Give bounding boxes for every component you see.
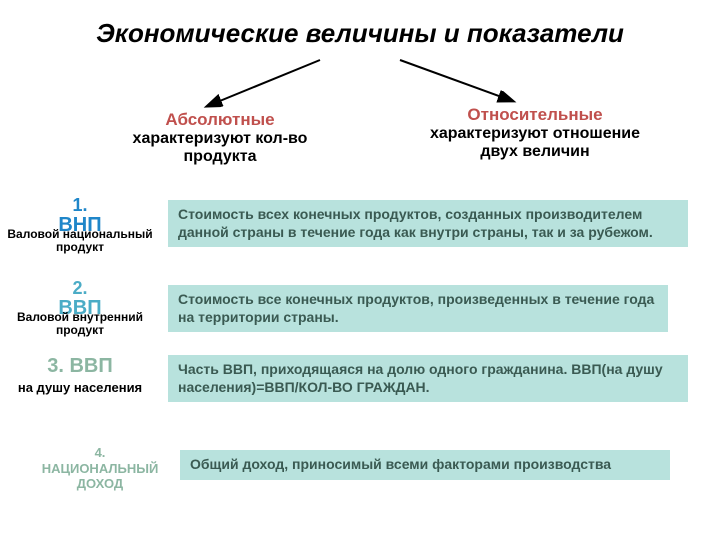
term-vnp: 1. ВНП Валовой национальный продукт <box>0 195 160 254</box>
desc-vvp-percapita: Часть ВВП, приходящаяся на долю одного г… <box>168 355 688 402</box>
term-vnp-full: Валовой национальный продукт <box>0 228 160 254</box>
term-vvp-percapita-num: 3. ВВП <box>0 355 160 378</box>
term-vvp-full: Валовой внутренний продукт <box>0 311 160 337</box>
desc-vnp: Стоимость всех конечных продуктов, созда… <box>168 200 688 247</box>
term-ni-line2: НАЦИОНАЛЬНЫЙ <box>20 461 180 477</box>
desc-vvp: Стоимость все конечных продуктов, произв… <box>168 285 668 332</box>
branch-absolute: Абсолютные характеризуют кол-во продукта <box>110 110 330 166</box>
branch-relative-head: Относительные <box>420 105 650 125</box>
branch-relative: Относительные характеризуют отношение дв… <box>420 105 650 161</box>
term-ni-line3: ДОХОД <box>20 476 180 492</box>
term-vvp-percapita-sub: на душу населения <box>0 380 160 395</box>
branch-absolute-head: Абсолютные <box>110 110 330 130</box>
term-vvp: 2. ВВП Валовой внутренний продукт <box>0 278 160 337</box>
branch-absolute-sub: характеризуют кол-во продукта <box>110 130 330 166</box>
term-vvp-num: 2. <box>0 278 160 299</box>
term-vvp-percapita: 3. ВВП на душу населения <box>0 355 160 395</box>
branch-relative-sub: характеризуют отношение двух величин <box>420 125 650 161</box>
desc-national-income: Общий доход, приносимый всеми факторами … <box>180 450 670 480</box>
term-ni-line1: 4. <box>20 445 180 461</box>
page-title: Экономические величины и показатели <box>0 18 720 49</box>
term-national-income: 4. НАЦИОНАЛЬНЫЙ ДОХОД <box>20 445 180 492</box>
term-vnp-num: 1. <box>0 195 160 216</box>
